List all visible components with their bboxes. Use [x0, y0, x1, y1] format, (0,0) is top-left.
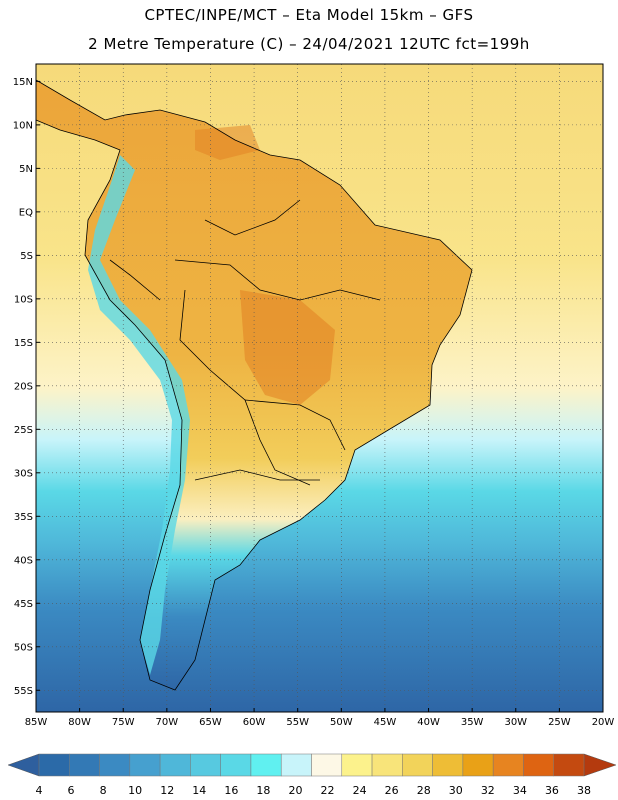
colorbar-swatch	[341, 753, 373, 777]
colorbar-swatch	[99, 753, 131, 777]
lat-tick-label: 35S	[14, 512, 33, 523]
lat-tick-label: 15N	[13, 77, 33, 88]
colorbar-swatch	[220, 753, 252, 777]
colorbar-over-arrow	[583, 753, 617, 777]
colorbar-label: 30	[449, 784, 463, 797]
colorbar-label: 32	[481, 784, 495, 797]
colorbar-swatch	[553, 753, 585, 777]
lat-tick-label: 30S	[14, 468, 33, 479]
lon-tick-label: 60W	[243, 717, 266, 728]
lon-tick-label: 85W	[25, 717, 48, 728]
lat-tick-label: 55S	[14, 686, 33, 697]
colorbar-swatch	[371, 753, 403, 777]
colorbar-swatch	[492, 753, 524, 777]
lat-tick-label: 15S	[14, 338, 33, 349]
lon-tick-label: 55W	[286, 717, 309, 728]
colorbar-swatch	[250, 753, 282, 777]
colorbar-under-arrow	[7, 753, 40, 777]
hot-north-venezuela	[195, 125, 260, 160]
andes-cold-band	[88, 155, 190, 675]
colorbar-label: 4	[36, 784, 43, 797]
lon-tick-label: 35W	[461, 717, 484, 728]
colorbar-label: 36	[545, 784, 559, 797]
colorbar-swatch	[523, 753, 554, 777]
colorbar-label: 16	[224, 784, 238, 797]
lon-tick-label: 50W	[330, 717, 353, 728]
colorbar-swatch	[69, 753, 100, 777]
lat-tick-label: EQ	[19, 207, 33, 218]
lat-tick-label: 40S	[14, 555, 33, 566]
colorbar-label: 24	[353, 784, 367, 797]
lat-tick-label: 50S	[14, 642, 33, 653]
chart-title-line2: 2 Metre Temperature (C) – 24/04/2021 12U…	[88, 35, 530, 53]
lat-tick-label: 5S	[20, 251, 33, 262]
lon-tick-label: 80W	[68, 717, 91, 728]
lon-tick-label: 20W	[592, 717, 615, 728]
map-frame	[35, 63, 604, 713]
country-borders	[35, 79, 473, 691]
lat-tick-label: 5N	[19, 164, 33, 175]
latitude-labels: 15N 10N 5N EQ 5S 10S 15S 20S 25S 30S 35S 40S 45S 50S 5…	[13, 77, 33, 697]
colorbar-label: 6	[68, 784, 75, 797]
colorbar-label: 14	[192, 784, 206, 797]
lon-tick-label: 75W	[112, 717, 135, 728]
color-scale-bar: 4 6 8 10 12 14 16 18 20 22 24 26 28 30 32 34 36 38	[7, 753, 617, 797]
colorbar-swatch	[311, 753, 343, 777]
colorbar-label: 10	[128, 784, 142, 797]
longitude-labels: 85W 80W 75W 70W 65W 60W 55W 50W 45W 40W 35W 30W 25W 2…	[25, 717, 615, 728]
lat-tick-label: 25S	[14, 425, 33, 436]
colorbar-label: 8	[100, 784, 107, 797]
lat-tick-label: 45S	[14, 599, 33, 610]
lat-tick-label: 10N	[13, 120, 33, 131]
colorbar-label: 12	[160, 784, 174, 797]
chart-title-line1: CPTEC/INPE/MCT – Eta Model 15km – GFS	[144, 6, 474, 24]
lat-lon-grid	[35, 64, 604, 712]
colorbar-label: 28	[417, 784, 431, 797]
colorbar-swatch	[402, 753, 433, 777]
colorbar-swatch	[159, 753, 191, 777]
hot-core-brazil	[240, 290, 335, 405]
lon-tick-label: 70W	[156, 717, 179, 728]
colorbar-label: 22	[321, 784, 335, 797]
lon-tick-label: 30W	[504, 717, 527, 728]
colorbar-swatch	[129, 753, 161, 777]
lat-tick-label: 20S	[14, 381, 33, 392]
colorbar-label: 34	[513, 784, 527, 797]
lon-tick-label: 40W	[417, 717, 440, 728]
colorbar-swatch	[38, 753, 70, 777]
colorbar-label: 26	[385, 784, 399, 797]
colorbar-label: 38	[577, 784, 591, 797]
colorbar-swatch	[190, 753, 221, 777]
colorbar-swatch	[280, 753, 312, 777]
colorbar-label: 18	[256, 784, 270, 797]
lat-tick-label: 10S	[14, 294, 33, 305]
colorbar-swatch	[462, 753, 494, 777]
lon-tick-label: 45W	[374, 717, 397, 728]
lon-tick-label: 65W	[199, 717, 222, 728]
colorbar-label: 20	[288, 784, 302, 797]
colorbar-swatch	[432, 753, 464, 777]
temperature-map: 15N 10N 5N EQ 5S 10S 15S 20S 25S 30S 35S 40S 45S 50S 5…	[13, 63, 615, 728]
lon-tick-label: 25W	[548, 717, 571, 728]
